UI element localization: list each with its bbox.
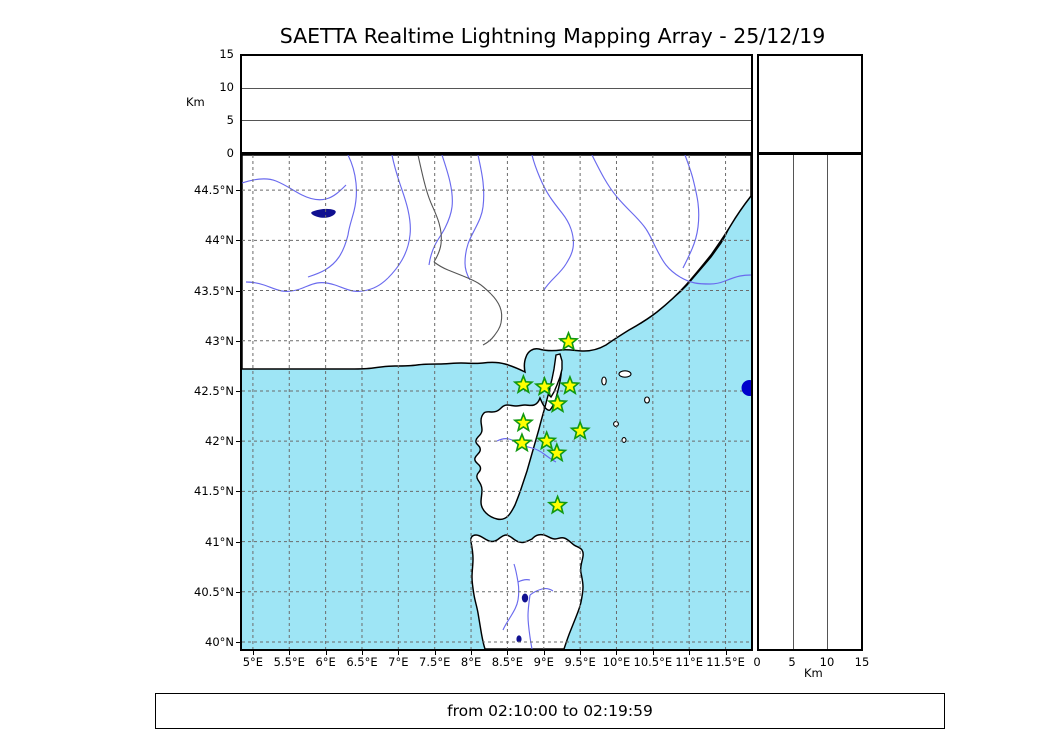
- top-panel-ytick-15: 15: [219, 47, 234, 61]
- map-longitude-tickmark: [289, 651, 291, 655]
- map-latitude-tickmark: [236, 641, 240, 643]
- right-panel-xtick-10: 10: [819, 655, 835, 669]
- map-longitude-tick-label: 10°E: [602, 655, 631, 669]
- map-longitude-tick-label: 11°E: [675, 655, 704, 669]
- island-giglio: [644, 396, 650, 404]
- map-latitude-tick-label: 42.5°N: [194, 383, 234, 398]
- right-panel-xtick-5: 5: [788, 655, 796, 669]
- map-latitude-tickmark: [236, 491, 240, 493]
- top-panel-ytick-5: 5: [226, 113, 234, 127]
- lightning-star-marker: [511, 431, 533, 453]
- map-longitude-tickmark: [434, 651, 436, 655]
- map-latitude-tick-label: 44°N: [205, 233, 234, 248]
- island-elba: [618, 370, 632, 378]
- lightning-star-marker: [557, 330, 580, 351]
- map-longitude-tickmark: [543, 651, 545, 655]
- top-panel-gridline-10: [242, 87, 751, 89]
- island-montecristo: [621, 437, 627, 443]
- lightning-star-marker: [546, 442, 568, 463]
- right-panel-gridline-10: [826, 155, 828, 649]
- map-gridlines: [242, 155, 751, 649]
- map-longitude-tickmark: [507, 651, 509, 655]
- map-longitude-tick-label: 8°E: [460, 655, 482, 669]
- map-longitude-tickmark: [398, 651, 400, 655]
- map-longitude-tick-label: 8.5°E: [491, 655, 524, 669]
- map-longitude-tickmark: [471, 651, 473, 655]
- right-panel-xtick-15: 15: [854, 655, 870, 669]
- lightning-star-marker: [546, 392, 569, 414]
- map-latitude-tick-label: 40°N: [205, 634, 234, 649]
- map-latitude-tick-label: 43°N: [205, 333, 234, 348]
- map-longitude-tick-label: 5.5°E: [273, 655, 305, 669]
- lightning-star-marker: [512, 411, 535, 433]
- map-graphic: [242, 155, 751, 649]
- political-borders: [417, 155, 503, 346]
- map-longitude-tick-label: 6.5°E: [346, 655, 378, 669]
- station-dot-marker: [741, 379, 751, 396]
- island-capraia: [601, 376, 607, 386]
- corsica-cap-corse: [548, 353, 563, 399]
- page-title: SAETTA Realtime Lightning Mapping Array …: [279, 24, 826, 48]
- map-latitude-tickmark: [236, 290, 240, 292]
- right-panel-gridline-5: [792, 155, 794, 649]
- map-longitude-tick-label: 10.5°E: [633, 655, 673, 669]
- map-longitude-tickmark: [252, 651, 254, 655]
- map-latitude-tickmark: [236, 340, 240, 342]
- lightning-star-marker: [533, 375, 556, 396]
- lightning-star-marker: [546, 494, 569, 515]
- corner-panel: [757, 54, 863, 154]
- map-longitude-tickmark: [616, 651, 618, 655]
- map-longitude-tickmark: [325, 651, 327, 655]
- map-latitude-tick-label: 41.5°N: [194, 484, 234, 499]
- station-markers: [741, 379, 751, 396]
- map-longitude-tick-label: 6°E: [315, 655, 336, 669]
- map-panel: [240, 153, 753, 651]
- lightning-star-marker: [569, 419, 591, 441]
- top-projection-panel: [240, 54, 753, 154]
- map-longitude-tick-label: 11.5°E: [706, 655, 745, 669]
- map-longitude-tick-label: 7°E: [388, 655, 409, 669]
- map-latitude-tick-label: 42°N: [205, 434, 234, 449]
- lightning-star-marker: [559, 374, 581, 395]
- map-latitude-tick-label: 44.5°N: [194, 183, 234, 198]
- status-bar: from 02:10:00 to 02:19:59: [155, 693, 945, 729]
- map-longitude-tickmark: [725, 651, 727, 655]
- map-latitude-tickmark: [236, 190, 240, 192]
- map-latitude-tickmark: [236, 541, 240, 543]
- map-latitude-tickmark: [236, 591, 240, 593]
- map-latitude-tick-label: 43.5°N: [194, 283, 234, 298]
- map-latitude-tickmark: [236, 441, 240, 443]
- lightning-markers: [511, 330, 591, 515]
- right-projection-panel: [757, 153, 863, 651]
- map-longitude-tick-label: 9°E: [533, 655, 554, 669]
- map-latitude-tickmark: [236, 390, 240, 392]
- status-bar-text: from 02:10:00 to 02:19:59: [447, 702, 653, 720]
- lakes: [311, 208, 529, 643]
- lightning-star-marker: [512, 373, 535, 394]
- right-panel-xtick-0: 0: [753, 655, 761, 669]
- map-longitude-tickmark: [652, 651, 654, 655]
- map-render: [242, 155, 751, 649]
- map-latitude-tickmark: [236, 240, 240, 242]
- lightning-star-marker: [536, 429, 558, 451]
- map-longitude-tick-label: 5°E: [242, 655, 264, 669]
- map-longitude-tick-label: 7.5°E: [419, 655, 451, 669]
- top-panel-gridline-5: [242, 119, 751, 121]
- land-corsica: [474, 353, 563, 521]
- map-longitude-tickmark: [580, 651, 582, 655]
- right-panel-xlabel: Km: [804, 666, 823, 680]
- map-longitude-tickmark: [689, 651, 691, 655]
- map-latitude-tick-label: 41°N: [205, 534, 234, 549]
- map-latitude-tick-label: 40.5°N: [194, 584, 234, 599]
- top-panel-ytick-0: 0: [226, 146, 234, 160]
- top-panel-ytick-10: 10: [219, 80, 234, 94]
- land-france-italy: [242, 155, 751, 374]
- map-longitude-tickmark: [361, 651, 363, 655]
- map-longitude-tick-label: 9.5°E: [564, 655, 596, 669]
- top-panel-ylabel: Km: [186, 95, 205, 109]
